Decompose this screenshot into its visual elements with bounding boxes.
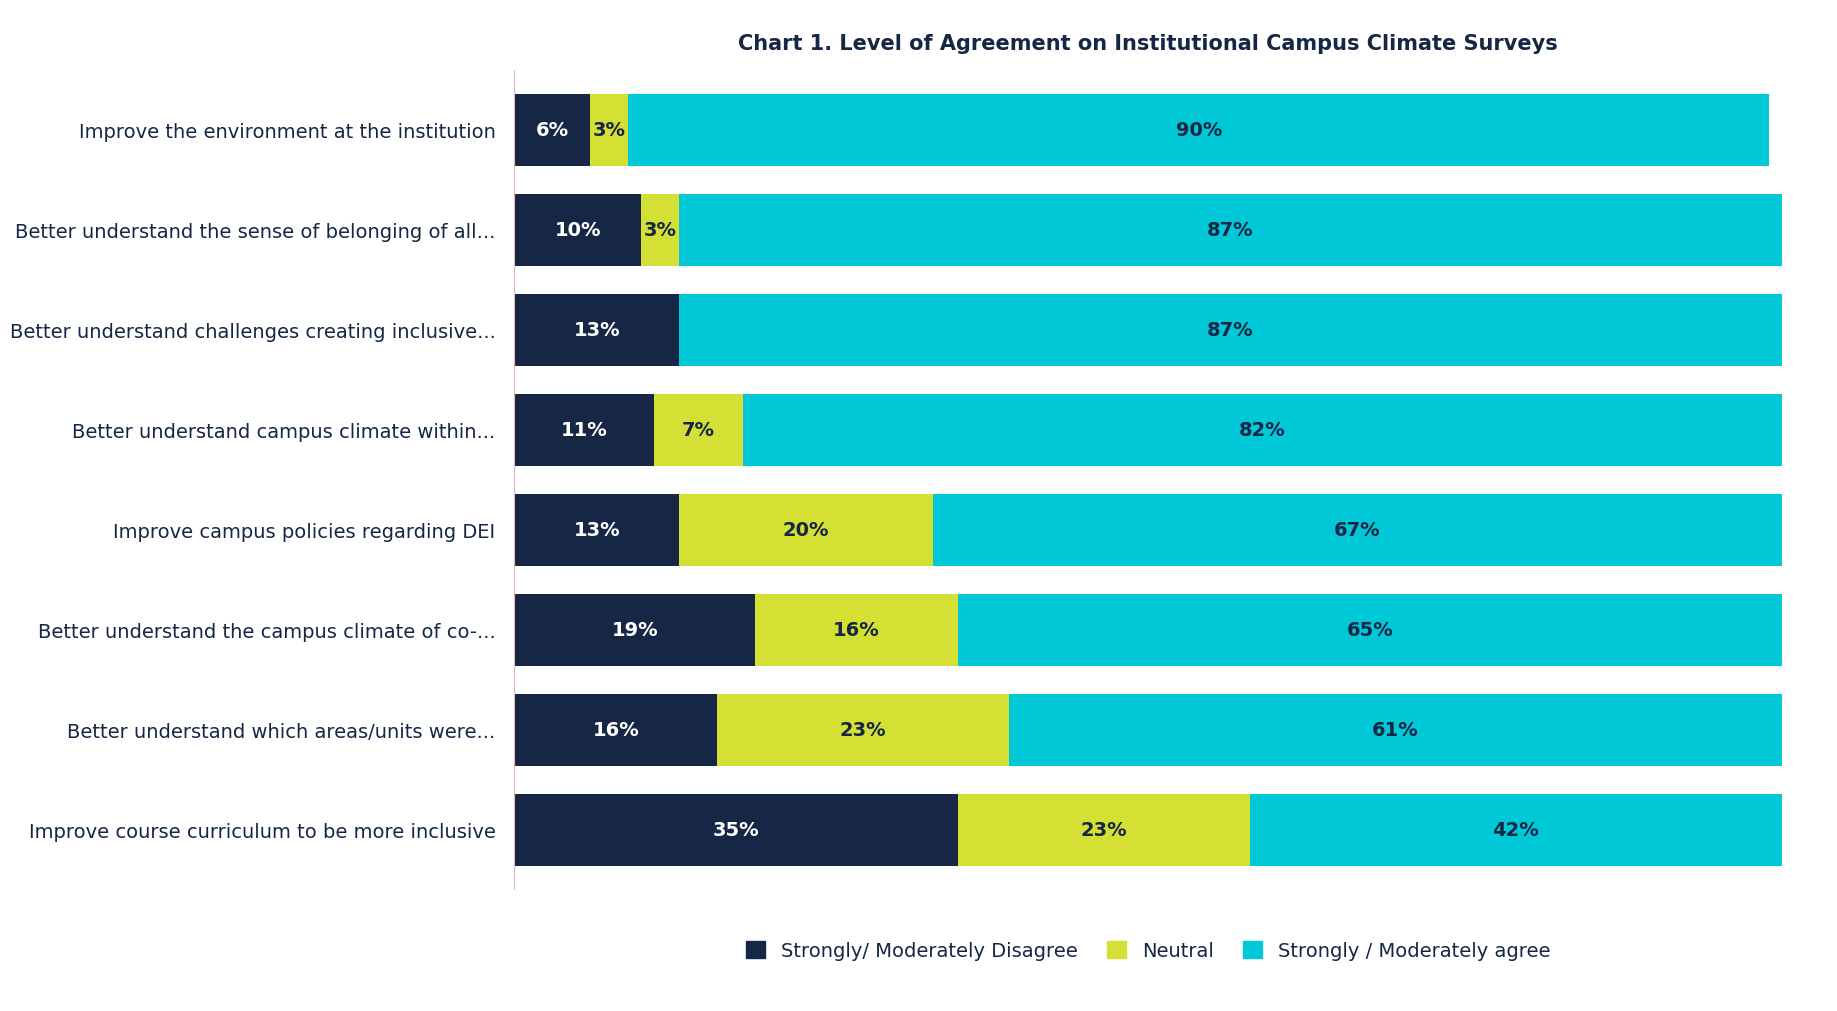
Text: 90%: 90%	[1176, 121, 1222, 141]
Text: 11%: 11%	[560, 421, 608, 440]
Text: 23%: 23%	[840, 721, 885, 739]
Bar	[514, 594, 755, 666]
Bar	[680, 194, 1782, 267]
Text: 16%: 16%	[834, 621, 880, 640]
Text: 23%: 23%	[1080, 820, 1128, 839]
Text: 42%: 42%	[1492, 820, 1539, 839]
Bar	[514, 95, 590, 167]
Text: 20%: 20%	[783, 521, 828, 540]
Text: 13%: 13%	[573, 521, 621, 540]
Bar	[933, 494, 1782, 566]
Bar	[514, 394, 654, 466]
Bar	[742, 394, 1782, 466]
Text: 82%: 82%	[1238, 421, 1286, 440]
Text: 13%: 13%	[573, 320, 621, 340]
Text: 67%: 67%	[1334, 521, 1381, 540]
Bar	[1009, 694, 1782, 766]
Bar	[514, 194, 641, 267]
Text: 3%: 3%	[643, 221, 676, 240]
Bar	[680, 494, 933, 566]
Text: 16%: 16%	[592, 721, 639, 739]
Text: 65%: 65%	[1347, 621, 1392, 640]
Bar	[716, 694, 1009, 766]
Bar	[959, 794, 1249, 865]
Text: 6%: 6%	[536, 121, 569, 141]
Bar	[514, 694, 716, 766]
Text: 87%: 87%	[1207, 221, 1255, 240]
Legend: Strongly/ Moderately Disagree, Neutral, Strongly / Moderately agree: Strongly/ Moderately Disagree, Neutral, …	[737, 931, 1560, 970]
Text: 10%: 10%	[555, 221, 601, 240]
Bar	[959, 594, 1782, 666]
Bar	[755, 594, 959, 666]
Text: 61%: 61%	[1372, 721, 1418, 739]
Text: 19%: 19%	[612, 621, 658, 640]
Bar	[1249, 794, 1782, 865]
Bar	[514, 794, 959, 865]
Text: 3%: 3%	[593, 121, 626, 141]
Title: Chart 1. Level of Agreement on Institutional Campus Climate Surveys: Chart 1. Level of Agreement on Instituti…	[738, 34, 1558, 54]
Bar	[641, 194, 680, 267]
Bar	[590, 95, 628, 167]
Bar	[654, 394, 742, 466]
Text: 35%: 35%	[713, 820, 759, 839]
Bar	[628, 95, 1769, 167]
Text: 87%: 87%	[1207, 320, 1255, 340]
Bar	[514, 294, 680, 366]
Text: 7%: 7%	[682, 421, 715, 440]
Bar	[514, 494, 680, 566]
Bar	[680, 294, 1782, 366]
